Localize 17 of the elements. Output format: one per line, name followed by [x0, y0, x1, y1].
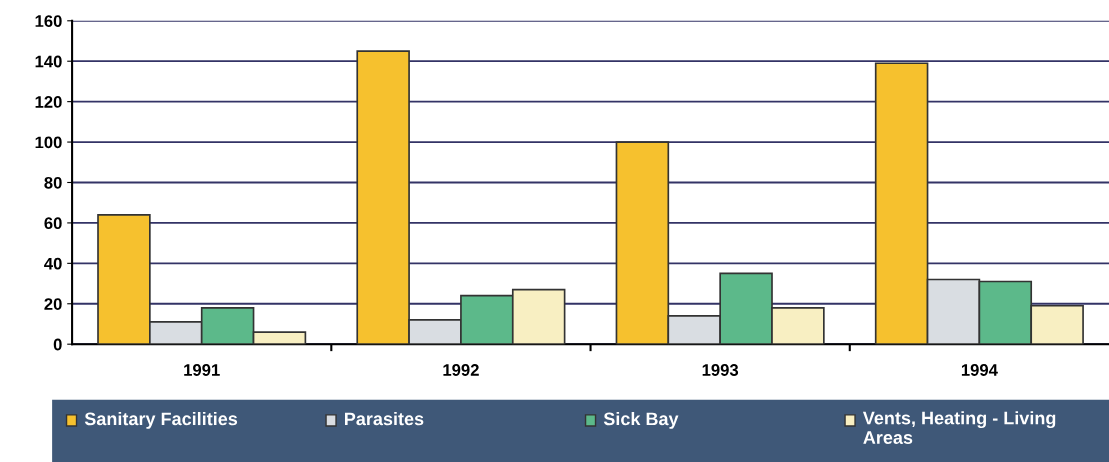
- legend-label: Parasites: [345, 412, 424, 426]
- x-tick-label: 1991: [184, 364, 220, 376]
- y-tick-label: 160: [35, 15, 62, 27]
- x-tick-label: 1994: [961, 364, 998, 376]
- legend-label: Vents, Heating - Living Areas: [862, 411, 1056, 444]
- y-tick-label: 80: [44, 176, 62, 189]
- y-tick-label: 120: [35, 96, 62, 108]
- y-tick-label: 20: [44, 298, 62, 310]
- y-tick-label: 60: [44, 217, 62, 230]
- x-tick-label: 1992: [443, 364, 479, 376]
- legend-label: Sanitary Facilities: [84, 412, 238, 429]
- y-tick-label: 0: [53, 338, 62, 351]
- y-tick-label: 140: [35, 55, 62, 68]
- y-tick-label: 40: [44, 257, 62, 270]
- x-tick-label: 1993: [702, 364, 739, 376]
- y-tick-label: 100: [35, 136, 62, 149]
- legend-label: Sick Bay: [603, 412, 679, 429]
